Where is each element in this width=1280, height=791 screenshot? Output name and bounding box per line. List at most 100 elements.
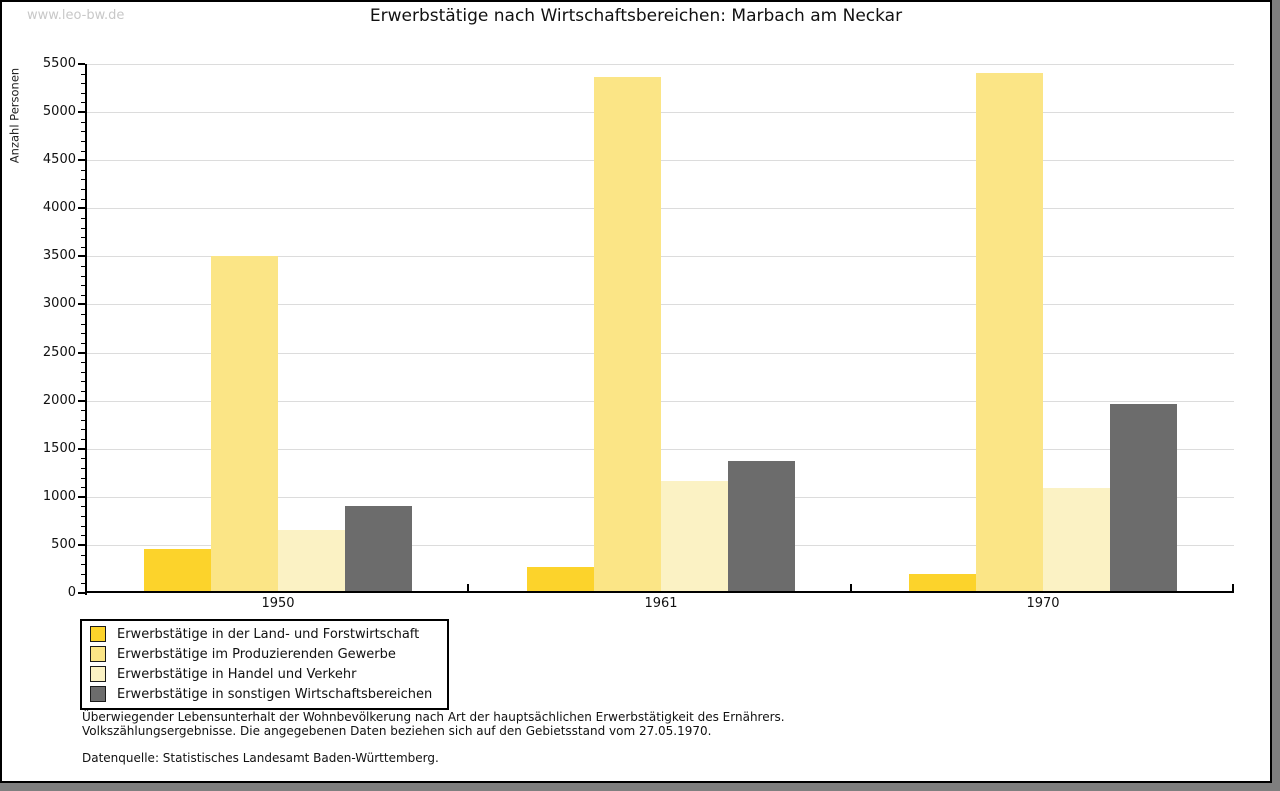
data-source: Datenquelle: Statistisches Landesamt Bad… — [82, 751, 439, 765]
y-axis-minor-tick — [81, 276, 85, 277]
y-tick-label: 4000 — [42, 200, 76, 215]
y-axis-minor-tick — [81, 516, 85, 517]
y-axis-minor-tick — [81, 189, 85, 190]
y-axis-minor-tick — [81, 285, 85, 286]
bar-1961-series2 — [594, 77, 661, 593]
y-axis-minor-tick — [81, 420, 85, 421]
legend-label: Erwerbstätige in sonstigen Wirtschaftsbe… — [117, 686, 433, 702]
legend-swatch — [90, 646, 106, 662]
x-axis-boundary-tick — [1232, 584, 1234, 591]
bar-1970-series1 — [909, 574, 976, 593]
y-axis-minor-tick — [81, 102, 85, 103]
y-axis-minor-tick — [81, 343, 85, 344]
x-category-label: 1950 — [261, 596, 295, 611]
y-axis-major-tick — [78, 352, 85, 354]
y-axis-minor-tick — [81, 555, 85, 556]
y-tick-label: 4500 — [42, 152, 76, 167]
y-axis-major-tick — [78, 159, 85, 161]
y-axis-minor-tick — [81, 468, 85, 469]
y-axis-minor-tick — [81, 458, 85, 459]
y-axis-minor-tick — [81, 410, 85, 411]
y-axis-major-tick — [78, 400, 85, 402]
y-tick-label: 2500 — [42, 345, 76, 360]
y-tick-label: 2000 — [42, 393, 76, 408]
y-axis-minor-tick — [81, 391, 85, 392]
y-axis-minor-tick — [81, 324, 85, 325]
bar-1961-series3 — [661, 481, 728, 593]
y-tick-label: 500 — [51, 537, 76, 552]
y-axis-major-tick — [78, 111, 85, 113]
bar-1950-series1 — [144, 549, 211, 593]
y-axis-minor-tick — [81, 170, 85, 171]
bar-1970-series3 — [1043, 488, 1110, 593]
y-axis-minor-tick — [81, 535, 85, 536]
y-axis-minor-tick — [81, 122, 85, 123]
gridline — [87, 64, 1234, 65]
legend-swatch — [90, 626, 106, 642]
y-tick-label: 3500 — [42, 248, 76, 263]
y-axis-minor-tick — [81, 487, 85, 488]
y-axis-major-tick — [78, 255, 85, 257]
y-axis-minor-tick — [81, 583, 85, 584]
y-axis-minor-tick — [81, 247, 85, 248]
y-axis-minor-tick — [81, 372, 85, 373]
x-category-label: 1970 — [1026, 596, 1060, 611]
y-axis-major-tick — [78, 303, 85, 305]
legend-item: Erwerbstätige im Produzierenden Gewerbe — [82, 644, 447, 664]
y-axis-minor-tick — [81, 429, 85, 430]
chart-title: Erwerbstätige nach Wirtschaftsbereichen:… — [369, 6, 903, 26]
x-axis-boundary-tick — [467, 584, 469, 591]
x-axis-boundary-tick — [850, 584, 852, 591]
y-axis-minor-tick — [81, 266, 85, 267]
y-axis-minor-tick — [81, 439, 85, 440]
y-axis-minor-tick — [81, 199, 85, 200]
y-axis-minor-tick — [81, 131, 85, 132]
legend-label: Erwerbstätige in der Land- und Forstwirt… — [117, 626, 420, 642]
y-tick-label: 0 — [67, 585, 76, 600]
y-tick-label: 5500 — [42, 56, 76, 71]
y-axis-minor-tick — [81, 83, 85, 84]
y-axis-minor-tick — [81, 362, 85, 363]
footnote-line2: Volkszählungsergebnisse. Die angegebenen… — [82, 723, 712, 738]
y-axis-minor-tick — [81, 564, 85, 565]
y-axis-minor-tick — [81, 295, 85, 296]
y-axis-major-tick — [78, 496, 85, 498]
y-axis-minor-tick — [81, 141, 85, 142]
y-axis-minor-tick — [81, 381, 85, 382]
y-tick-label: 1000 — [42, 489, 76, 504]
legend-item: Erwerbstätige in Handel und Verkehr — [82, 664, 447, 684]
bar-1950-series4 — [345, 506, 412, 593]
y-axis-minor-tick — [81, 314, 85, 315]
y-axis-minor-tick — [81, 228, 85, 229]
y-axis-line — [85, 64, 87, 595]
y-axis-minor-tick — [81, 333, 85, 334]
y-axis-minor-tick — [81, 478, 85, 479]
y-tick-label: 3000 — [42, 296, 76, 311]
y-axis-minor-tick — [81, 526, 85, 527]
legend-label: Erwerbstätige in Handel und Verkehr — [117, 666, 357, 682]
y-axis-major-tick — [78, 207, 85, 209]
plot-area — [87, 64, 1234, 593]
bar-1950-series2 — [211, 256, 278, 593]
legend-item: Erwerbstätige in sonstigen Wirtschaftsbe… — [82, 684, 447, 704]
y-axis-minor-tick — [81, 574, 85, 575]
y-axis-minor-tick — [81, 179, 85, 180]
legend-item: Erwerbstätige in der Land- und Forstwirt… — [82, 624, 447, 644]
x-category-label: 1961 — [644, 596, 678, 611]
legend: Erwerbstätige in der Land- und Forstwirt… — [80, 619, 449, 710]
y-axis-minor-tick — [81, 218, 85, 219]
legend-swatch — [90, 666, 106, 682]
y-axis-minor-tick — [81, 151, 85, 152]
y-axis-minor-tick — [81, 74, 85, 75]
footnote: Überwiegender Lebensunterhalt der Wohnbe… — [82, 710, 785, 766]
legend-label: Erwerbstätige im Produzierenden Gewerbe — [117, 646, 396, 662]
y-tick-label: 1500 — [42, 441, 76, 456]
watermark: www.leo-bw.de — [27, 8, 125, 23]
bar-1970-series4 — [1110, 404, 1177, 593]
bar-1950-series3 — [278, 530, 345, 593]
bar-1961-series4 — [728, 461, 795, 593]
y-tick-label: 5000 — [42, 104, 76, 119]
y-axis-major-tick — [78, 63, 85, 65]
